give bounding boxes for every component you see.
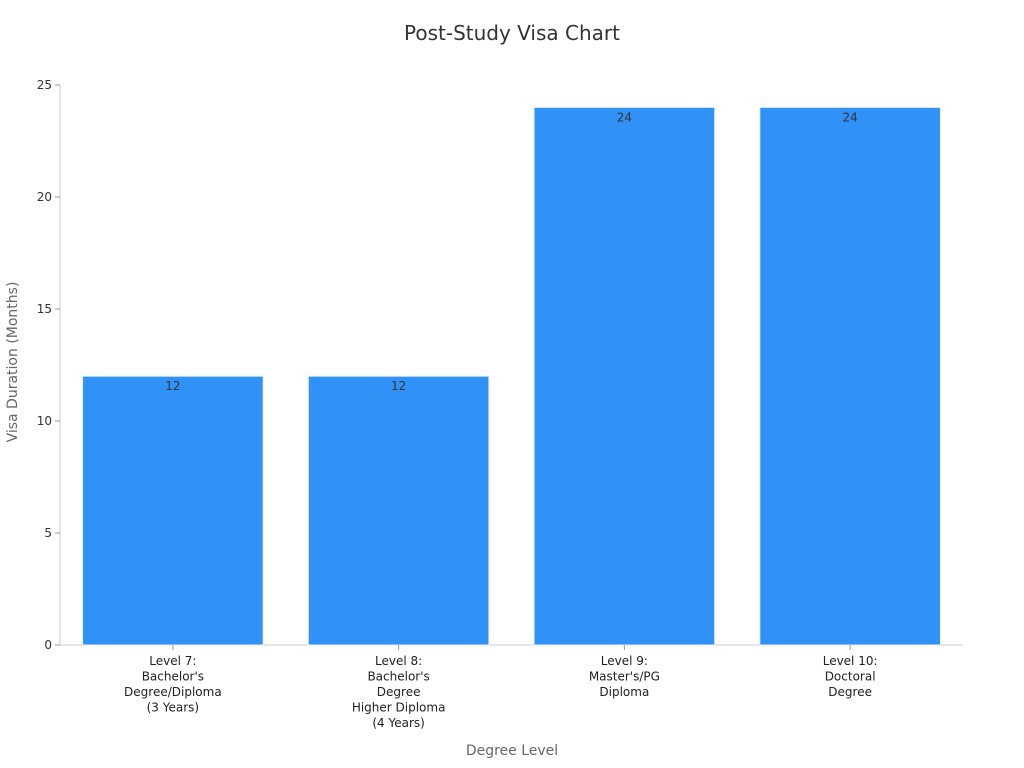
x-tick-label-line: Degree	[377, 685, 421, 699]
bar	[533, 106, 716, 646]
bar-value-label: 24	[842, 110, 857, 124]
y-axis-title: Visa Duration (Months)	[5, 282, 21, 443]
y-tick-label: 0	[44, 638, 52, 652]
x-tick-label: Level 9: Master's/PG Diploma	[589, 654, 660, 699]
y-tick-label: 20	[37, 190, 52, 204]
y-tick-label: 5	[44, 526, 52, 540]
y-tick-label: 15	[37, 302, 52, 316]
x-tick-label-line: Doctoral	[825, 670, 876, 684]
x-tick-label-line: Bachelor's	[142, 670, 204, 684]
x-tick-label-line: Higher Diploma	[352, 701, 446, 715]
x-tick-label-line: Diploma	[599, 685, 649, 699]
bar-value-label: 24	[617, 110, 632, 124]
x-tick-label: Level 7: Bachelor's Degree/Diploma (3 Years…	[124, 654, 222, 715]
x-tick-label: Level 10: Doctoral Degree	[823, 654, 878, 699]
x-tick-label-line: Level 10:	[823, 654, 878, 668]
x-tick-label-line: Level 8:	[375, 654, 422, 668]
y-tick-label: 10	[37, 414, 52, 428]
x-tick-label-line: Degree	[828, 685, 872, 699]
y-tick-label: 25	[37, 78, 52, 92]
x-tick-label-line: Level 7:	[149, 654, 196, 668]
x-tick-label-line: (3 Years)	[147, 701, 199, 715]
x-tick-label: Level 8: Bachelor's Degree Higher Diploma (4…	[352, 654, 446, 730]
x-tick-label-line: Master's/PG	[589, 670, 660, 684]
bar	[82, 375, 264, 646]
bar	[307, 375, 490, 646]
bar-value-label: 12	[391, 379, 406, 393]
x-tick-label-line: Degree/Diploma	[124, 685, 222, 699]
bar-value-label: 12	[165, 379, 180, 393]
x-tick-label-line: Level 9:	[601, 654, 648, 668]
x-tick-label-line: (4 Years)	[372, 716, 424, 730]
bar	[759, 106, 941, 646]
x-axis-title: Degree Level	[466, 743, 558, 759]
x-tick-label-line: Bachelor's	[367, 670, 429, 684]
chart-title: Post-Study Visa Chart	[404, 21, 620, 45]
